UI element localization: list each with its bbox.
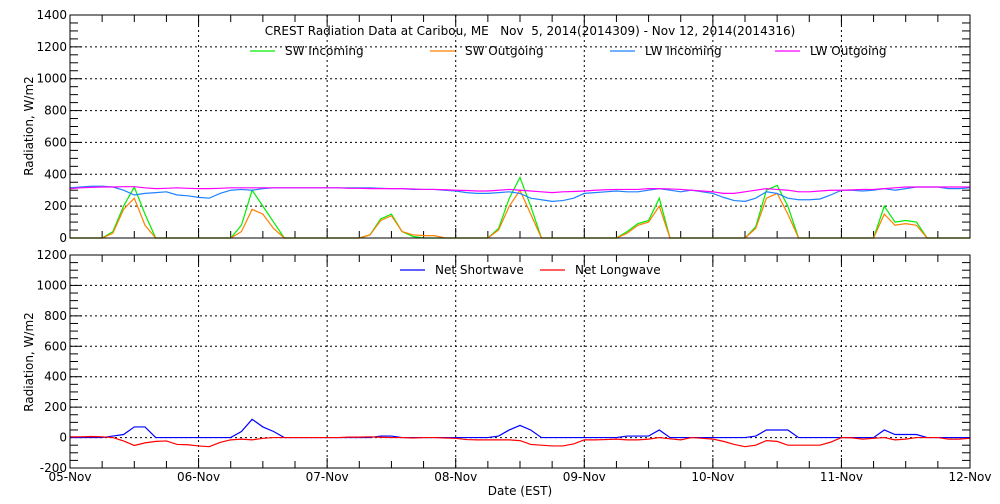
- y-tick-label: 600: [44, 135, 67, 149]
- panel-net: -200 0 200 400 600 800 1000 1200 05-Nov 06-Nov 07-…: [36, 248, 991, 484]
- y-tick-label: 1000: [36, 72, 67, 86]
- top-y-axis-label: Radiation, W/m2: [22, 76, 36, 176]
- y-tick-label: 1200: [36, 40, 67, 54]
- x-tick-label: 08-Nov: [434, 470, 477, 484]
- x-tick-label: 07-Nov: [306, 470, 349, 484]
- legend-label: LW Outgoing: [810, 44, 887, 58]
- y-tick-label: 600: [44, 339, 67, 353]
- y-tick-label: 200: [44, 199, 67, 213]
- series-line-lw-outgoing: [69, 186, 970, 194]
- series-line-net-longwave: [70, 435, 971, 448]
- x-tick-label: 06-Nov: [177, 470, 220, 484]
- legend-label: Net Longwave: [575, 263, 661, 277]
- y-tick-label: 800: [44, 309, 67, 323]
- legend-label: SW Incoming: [285, 44, 364, 58]
- bottom-y-axis-label: Radiation, W/m2: [22, 312, 36, 412]
- chart-title: CREST Radiation Data at Caribou, ME Nov …: [265, 24, 796, 38]
- plot-frame: [69, 14, 971, 239]
- y-tick-label: -200: [40, 461, 67, 475]
- y-tick-label: 800: [44, 104, 67, 118]
- legend-label: SW Outgoing: [465, 44, 544, 58]
- plot-frame: [69, 254, 971, 469]
- y-tick-label: 1200: [36, 248, 67, 262]
- y-tick-label: 0: [59, 431, 67, 445]
- series-line-net-shortwave: [70, 418, 970, 439]
- x-tick-label: 10-Nov: [691, 470, 734, 484]
- x-axis-label: Date (EST): [488, 484, 552, 498]
- x-tick-label: 05-Nov: [48, 470, 91, 484]
- legend-label: LW Incoming: [645, 44, 722, 58]
- x-tick-label: 11-Nov: [820, 470, 863, 484]
- y-tick-label: 1000: [36, 278, 67, 292]
- legend-label: Net Shortwave: [435, 263, 524, 277]
- y-tick-label: 1400: [36, 8, 67, 22]
- y-tick-label: 0: [59, 231, 67, 245]
- x-tick-label: 09-Nov: [563, 470, 606, 484]
- panel-components: 0 200 400 600 800 1000 1200 1400 SW Incoming SW O…: [36, 8, 971, 245]
- series-line-lw-incoming: [69, 185, 971, 202]
- x-tick-label: 12-Nov: [948, 470, 991, 484]
- y-tick-label: 400: [44, 370, 67, 384]
- y-tick-label: 200: [44, 400, 67, 414]
- y-tick-label: 400: [44, 167, 67, 181]
- series-line-sw-incoming: [70, 175, 970, 239]
